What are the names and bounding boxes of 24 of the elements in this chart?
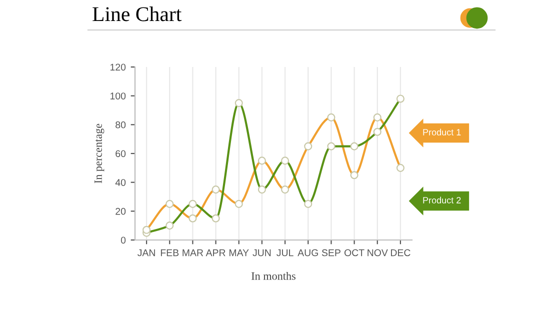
x-tick-label: MAR	[182, 249, 204, 256]
y-tick-label: 20	[116, 208, 126, 215]
x-tick-label: OCT	[344, 249, 364, 256]
x-tick-label: DEC	[390, 249, 410, 256]
y-tick-label: 120	[110, 64, 126, 71]
y-tick-label: 80	[116, 121, 126, 128]
y-axis-title: In percentage	[94, 124, 104, 184]
x-tick-label: AUG	[298, 249, 318, 256]
x-axis-title: In months	[252, 272, 296, 280]
x-tick-label: APR	[206, 249, 226, 256]
y-tick-label: 0	[120, 236, 126, 244]
chart-title: Line Chart	[92, 6, 182, 22]
text: Product 2	[423, 196, 461, 204]
y-tick-label: 100	[110, 92, 126, 100]
y-tick-label: 40	[115, 179, 126, 186]
y-tick-label: 60	[116, 150, 126, 158]
x-tick-label: MAY	[229, 249, 249, 256]
x-tick-label: JUN	[252, 249, 271, 256]
x-tick-label: NOV	[368, 249, 388, 256]
x-tick-label: JAN	[138, 249, 155, 256]
x-tick-label: FEB	[160, 249, 179, 256]
x-tick-label: JUL	[276, 249, 294, 256]
text: Product 1	[423, 128, 461, 136]
x-tick-label: SEP	[322, 249, 340, 256]
